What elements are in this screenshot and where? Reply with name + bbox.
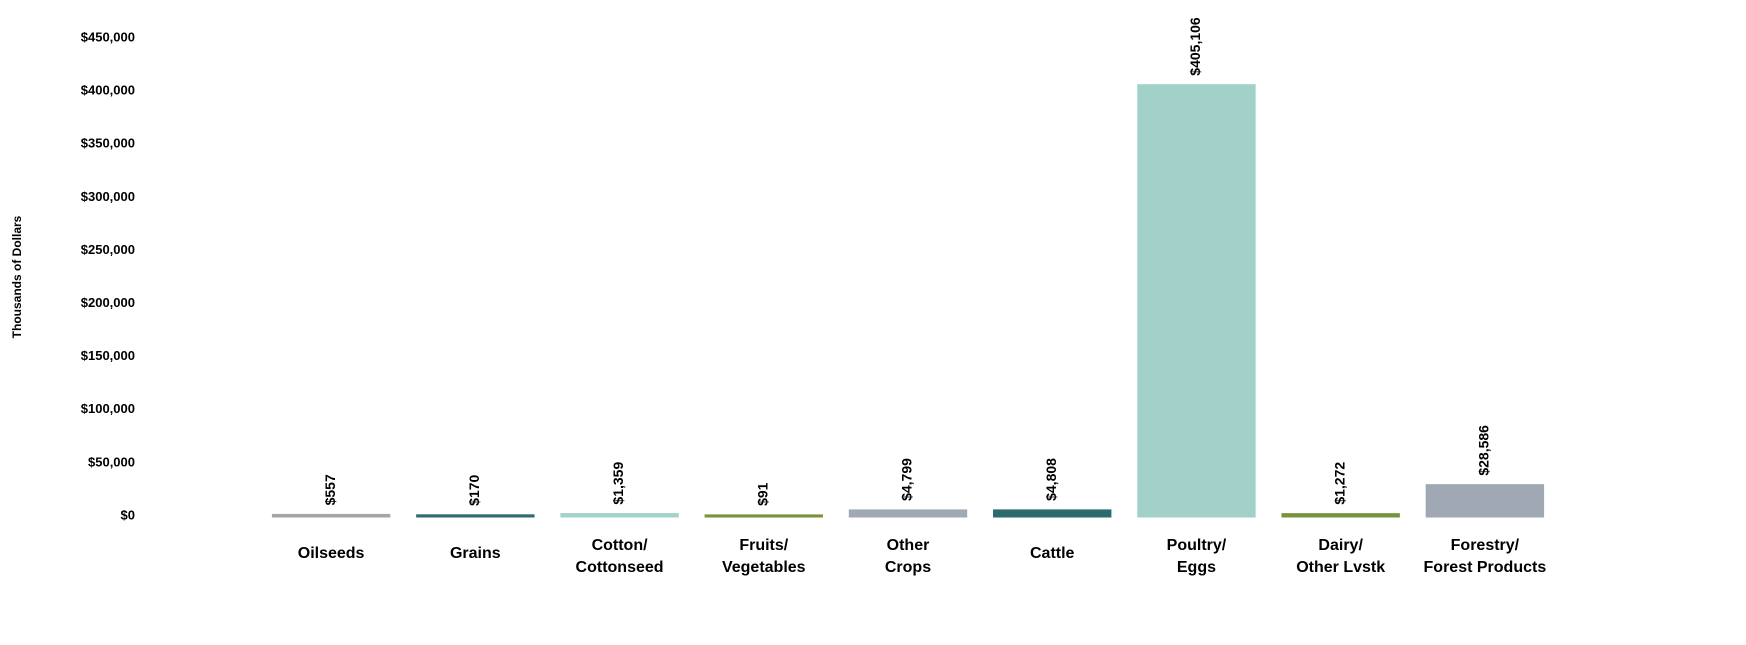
value-label: $4,808 [1043, 458, 1059, 501]
y-tick-label: $300,000 [81, 189, 135, 204]
x-tick-label: Crops [885, 559, 931, 576]
y-tick-label: $450,000 [81, 29, 135, 44]
value-label: $91 [754, 482, 770, 506]
bar [271, 513, 391, 518]
bar [993, 509, 1112, 518]
x-tick-label: Oilseeds [298, 545, 365, 562]
x-tick-label: Cottonseed [576, 559, 664, 576]
y-axis-title: Thousands of Dollars [10, 215, 24, 338]
bar [848, 509, 968, 518]
value-label: $28,586 [1476, 425, 1492, 476]
y-tick-label: $400,000 [81, 83, 135, 98]
y-tick-label: $100,000 [81, 401, 135, 416]
bar [1425, 484, 1545, 518]
bar [1137, 84, 1256, 518]
y-tick-label: $150,000 [81, 348, 135, 363]
y-tick-label: $0 [121, 507, 135, 522]
value-label: $4,799 [899, 458, 915, 501]
x-tick-label: Poultry/ [1167, 537, 1227, 554]
y-tick-label: $350,000 [81, 136, 135, 151]
x-tick-label: Dairy/ [1318, 537, 1363, 554]
x-tick-label: Fruits/ [739, 537, 788, 554]
x-tick-label: Other [887, 537, 930, 554]
y-tick-label: $200,000 [81, 295, 135, 310]
x-tick-label: Other Lvstk [1296, 559, 1385, 576]
bar [560, 513, 679, 518]
x-tick-label: Cattle [1030, 545, 1075, 562]
bar [1281, 513, 1400, 518]
value-label: $405,106 [1187, 17, 1203, 76]
x-tick-label: Cotton/ [592, 537, 649, 554]
y-tick-label: $50,000 [88, 454, 135, 469]
x-tick-label: Forest Products [1424, 559, 1547, 576]
x-tick-label: Grains [450, 545, 501, 562]
x-tick-label: Forestry/ [1451, 537, 1520, 554]
x-tick-label: Vegetables [722, 559, 806, 576]
value-label: $1,272 [1331, 462, 1347, 505]
value-label: $1,359 [610, 462, 626, 505]
y-tick-label: $250,000 [81, 242, 135, 257]
value-label: $557 [322, 474, 338, 505]
value-label: $170 [466, 474, 482, 505]
x-tick-label: Eggs [1177, 559, 1216, 576]
